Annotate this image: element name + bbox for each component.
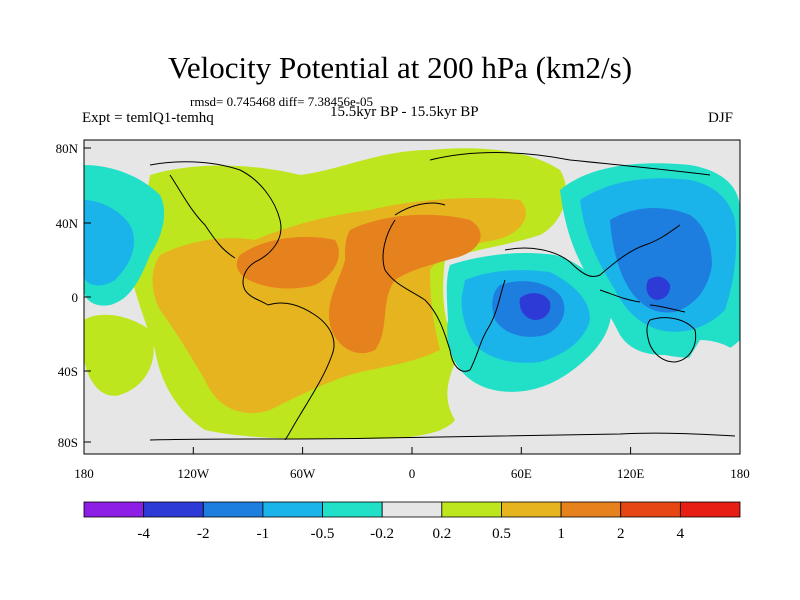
lon-tick-label: 120W (177, 466, 210, 481)
positive-region-pacific (84, 314, 154, 396)
colorbar: -4 -2 -1 -0.5 -0.2 0.2 0.5 1 2 4 (83, 501, 741, 542)
lon-tick-label: 60W (290, 466, 316, 481)
lat-tick-label: 0 (72, 290, 79, 305)
colorbar-label: -0.2 (370, 526, 394, 542)
maritime-continent-coast (599, 289, 686, 313)
colorbar-swatch (262, 501, 323, 518)
colorbar-label: -4 (137, 526, 150, 542)
colorbar-label: 0.5 (492, 526, 511, 542)
antarctica-coast (149, 432, 736, 441)
colorbar-swatch (322, 501, 383, 518)
positive-core-africa (328, 214, 481, 354)
lon-tick-label: 180 (74, 466, 94, 481)
lon-tick-label: 60E (511, 466, 532, 481)
colorbar-label: 4 (677, 526, 685, 542)
colorbar-label: -2 (197, 526, 210, 542)
eurasia-coast (429, 152, 711, 277)
lon-tick-label: 180 (730, 466, 750, 481)
colorbar-swatch (143, 501, 204, 518)
lon-tick-label: 120E (617, 466, 645, 481)
positive-core-caribbean (236, 236, 339, 289)
colorbar-swatch (83, 501, 145, 518)
colorbar-swatch (679, 501, 741, 518)
lat-tick-label: 40S (58, 364, 78, 379)
europe-africa-coast (382, 202, 506, 372)
field-contours (84, 140, 740, 454)
colorbar-swatch (620, 501, 681, 518)
period-label: 15.5kyr BP - 15.5kyr BP (330, 104, 479, 120)
colorbar-swatch (441, 501, 502, 518)
colorbar-label: 2 (617, 526, 625, 542)
lat-tick-label: 80S (58, 435, 78, 450)
negative-core-asia (646, 276, 671, 300)
season-label: DJF (708, 110, 734, 126)
colorbar-label: 1 (557, 526, 565, 542)
colorbar-label: 0.2 (432, 526, 451, 542)
colorbar-label: -0.5 (311, 526, 335, 542)
near-zero-patch-east (640, 340, 740, 454)
near-zero-patch-pacific (84, 398, 166, 454)
latitude-axis: 80N 40N 0 40S 80S (56, 141, 91, 450)
colorbar-label: -1 (257, 526, 270, 542)
negative-core-indian (519, 293, 551, 320)
colorbar-swatch (560, 501, 622, 518)
longitude-axis: 180 120W 60W 0 60E 120E 180 (74, 447, 750, 481)
lat-tick-label: 40N (56, 216, 79, 231)
north-america-coast (149, 161, 282, 306)
coastlines (149, 152, 736, 441)
negative-strong-asia (610, 208, 712, 313)
lat-tick-label: 80N (56, 141, 79, 156)
south-america-coast (267, 302, 335, 441)
stats-label: rmsd= 0.745468 diff= 7.38456e-05 (190, 94, 374, 109)
map-title: Velocity Potential at 200 hPa (km2/s) (167, 50, 633, 85)
negative-mid-west (84, 200, 135, 286)
colorbar-swatch (501, 501, 562, 518)
lon-tick-label: 0 (409, 466, 416, 481)
australia-coast (646, 317, 697, 363)
colorbar-swatch (202, 501, 264, 518)
experiment-label: Expt = temlQ1-temhq (82, 110, 214, 126)
colorbar-swatch (381, 501, 443, 518)
